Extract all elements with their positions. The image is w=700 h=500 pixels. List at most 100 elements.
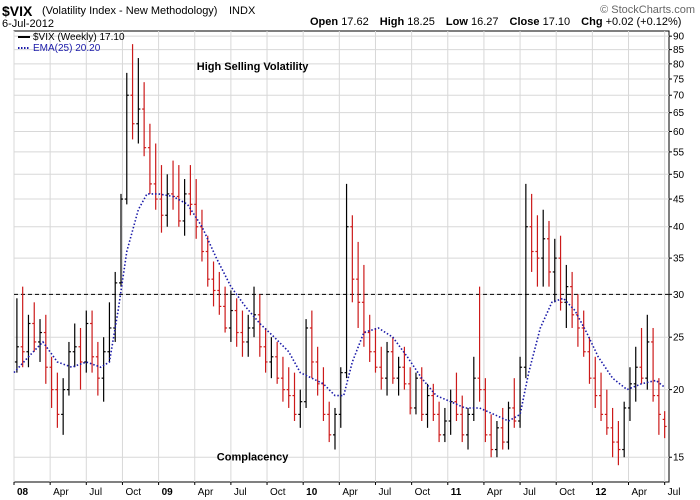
ohlc-bar <box>379 346 384 390</box>
x-tick-label: 11 <box>451 487 462 498</box>
x-tick-label: 09 <box>162 487 174 498</box>
legend-price: $VIX (Weekly) 17.10 <box>33 32 125 43</box>
ohlc-bar <box>460 395 465 443</box>
ohlc-bar <box>494 421 499 458</box>
annotations: High Selling Volatility Complacency <box>197 61 310 464</box>
price-bars <box>14 44 667 466</box>
ohlc-bar <box>263 327 268 373</box>
ohlc-bar <box>228 290 233 342</box>
ohlc-bar <box>564 264 569 328</box>
y-tick-label: 25 <box>673 333 685 344</box>
x-tick-label: 12 <box>595 487 607 498</box>
ohlc-bar <box>651 327 656 402</box>
x-axis: 08 Apr Jul Oct 09 Apr Jul Oct 10 Apr Jul Oct 11 Apr Ju… <box>13 482 681 498</box>
ohlc-bar <box>194 179 199 239</box>
ohlc-bar <box>280 356 285 402</box>
ohlc-bar <box>512 378 517 428</box>
y-tick-label: 85 <box>673 45 685 56</box>
ohlc-bar <box>61 378 66 435</box>
ohlc-bar <box>304 319 309 408</box>
high-label: High <box>379 16 405 28</box>
ohlc-bar <box>558 235 563 311</box>
ohlc-bar <box>529 193 534 272</box>
ohlc-bar <box>309 310 314 379</box>
y-axis: 15 20 25 30 35 40 45 50 55 60 65 70 75 80 85 90 <box>669 32 685 464</box>
ohlc-bar <box>356 241 361 328</box>
ohlc-bar <box>344 183 349 379</box>
ohlc-bar <box>211 261 216 307</box>
ohlc-bar <box>616 421 621 466</box>
x-tick-label: Apr <box>53 487 69 498</box>
ohlc-bar <box>633 346 638 402</box>
ohlc-bar <box>599 372 604 422</box>
ohlc-bar <box>535 215 540 287</box>
x-tick-label: Jul <box>378 487 391 498</box>
ohlc-bar <box>188 165 193 216</box>
open-value: 17.62 <box>341 16 369 28</box>
ohlc-bar <box>390 337 395 384</box>
ohlc-bar <box>84 310 89 373</box>
x-tick-label: Apr <box>342 487 358 498</box>
ohlc-bar <box>130 44 135 140</box>
y-tick-label: 50 <box>673 170 685 181</box>
ohlc-bar <box>506 401 511 450</box>
ohlc-bar <box>246 314 251 357</box>
ohlc-bar <box>165 174 170 227</box>
ohlc-bar <box>234 298 239 347</box>
ohlc-bar <box>315 346 320 396</box>
ohlc-bar <box>136 58 141 144</box>
x-tick-label: Jul <box>89 487 102 498</box>
x-tick-label: Jul <box>668 487 681 498</box>
ohlc-bar <box>176 165 181 227</box>
y-tick-label: 35 <box>673 254 685 265</box>
x-tick-label: Oct <box>559 487 575 498</box>
ohlc-bar <box>269 337 274 379</box>
legend-ema: EMA(25) 20.20 <box>33 43 101 54</box>
x-tick-label: Jul <box>234 487 247 498</box>
ohlc-bar <box>118 193 123 287</box>
y-tick-label: 45 <box>673 195 685 206</box>
y-tick-label: 30 <box>673 290 685 301</box>
ohlc-bar <box>610 407 615 458</box>
ohlc-bar <box>402 346 407 390</box>
ohlc-bar <box>72 323 77 368</box>
ohlc-bar <box>471 356 476 422</box>
ohlc-bar <box>437 401 442 443</box>
ohlc-bar <box>95 341 100 396</box>
ohlc-bar <box>622 401 627 458</box>
ohlc-bar <box>541 209 546 287</box>
open-label: Open <box>310 16 339 28</box>
y-tick-label: 80 <box>673 59 685 70</box>
x-tick-label: Apr <box>632 487 648 498</box>
y-tick-label: 65 <box>673 108 685 119</box>
ohlc-bar <box>124 72 129 205</box>
ohlc-bar <box>332 407 337 450</box>
ohlc-bar <box>350 215 355 303</box>
ohlc-bar <box>413 372 418 415</box>
ohlc-bar <box>466 407 471 450</box>
y-tick-label: 70 <box>673 91 685 102</box>
chg-label: Chg <box>581 16 603 28</box>
ohlc-bar <box>639 327 644 384</box>
grid <box>13 31 669 482</box>
ohlc-bar <box>223 286 228 333</box>
ohlc-bar <box>153 143 158 210</box>
x-tick-label: Apr <box>487 487 503 498</box>
ohlc-bar <box>147 123 152 194</box>
ohlc-bar <box>107 302 112 362</box>
ohlc-bar <box>483 378 488 443</box>
ohlc-bar <box>142 82 147 157</box>
exchange: INDX <box>229 5 256 17</box>
x-tick-label: Apr <box>198 487 214 498</box>
y-tick-label: 20 <box>673 385 685 396</box>
low-value: 16.27 <box>470 16 499 28</box>
ohlc-bar <box>257 294 262 357</box>
x-tick-label: Oct <box>415 487 431 498</box>
ohlc-bar <box>627 367 632 422</box>
y-tick-label: 60 <box>673 127 685 138</box>
quote-date: 6-Jul-2012 <box>2 18 54 30</box>
ohlc-bar <box>425 383 430 428</box>
close-value: 17.10 <box>542 16 571 28</box>
y-tick-label: 55 <box>673 147 685 158</box>
